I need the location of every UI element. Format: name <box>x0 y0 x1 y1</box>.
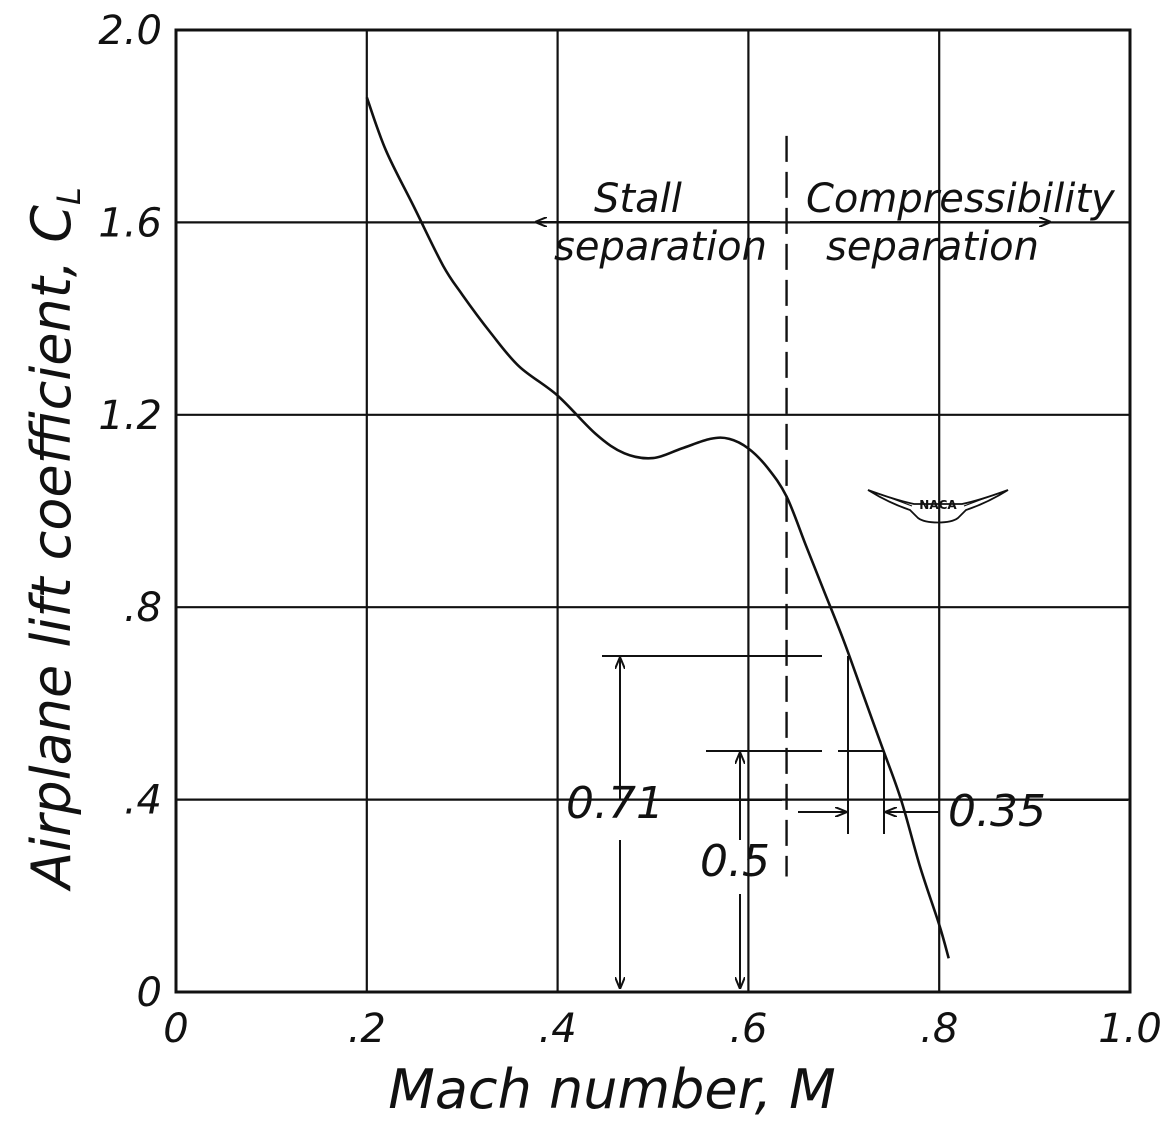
compressibility-label: Compressibility <box>806 176 1116 222</box>
x-tick-label: .8 <box>920 1006 958 1052</box>
upper-height-label: 0.71 <box>566 778 664 829</box>
plot-frame <box>174 28 1132 994</box>
y-tick-labels: 0 .4 .8 1.2 1.6 2.0 <box>98 8 162 1016</box>
dimension-annotation: 0.71 0.5 0.35 <box>566 655 1128 988</box>
lift-coefficient-curve <box>365 96 950 959</box>
lower-height-label: 0.5 <box>700 836 770 887</box>
x-tick-label: 0 <box>163 1006 188 1052</box>
naca-logo-text: NACA <box>919 498 957 512</box>
width-label: 0.35 <box>948 786 1046 837</box>
naca-logo: NACA <box>867 489 1009 524</box>
y-axis-title: Airplane lift coefficient, CL <box>20 187 88 892</box>
x-tick-labels: 0 .2 .4 .6 .8 1.0 <box>163 1006 1162 1052</box>
x-tick-label: .4 <box>539 1006 577 1052</box>
x-tick-label: .6 <box>729 1006 767 1052</box>
y-tick-label: 1.6 <box>98 200 162 246</box>
y-tick-label: 2.0 <box>98 8 162 54</box>
y-tick-label: .4 <box>124 778 162 824</box>
naca-feather-lines <box>879 493 997 507</box>
compressibility-separation-label: separation <box>826 224 1039 270</box>
x-axis-title: Mach number, M <box>388 1058 835 1121</box>
naca-wings-icon <box>867 489 1009 524</box>
x-tick-label: .2 <box>348 1006 386 1052</box>
stall-separation-label: separation <box>554 224 767 270</box>
stall-label: Stall <box>594 176 682 222</box>
y-tick-label: 1.2 <box>98 393 162 439</box>
grid <box>176 30 1130 992</box>
x-tick-label: 1.0 <box>1098 1006 1162 1052</box>
y-tick-label: .8 <box>124 585 162 631</box>
y-axis-title-subscript: L <box>50 187 88 205</box>
y-tick-label: 0 <box>137 970 162 1016</box>
y-axis-title-main: Airplane lift coefficient, C <box>20 205 83 892</box>
region-annotation: Stall separation Compressibility separat… <box>536 176 1116 270</box>
